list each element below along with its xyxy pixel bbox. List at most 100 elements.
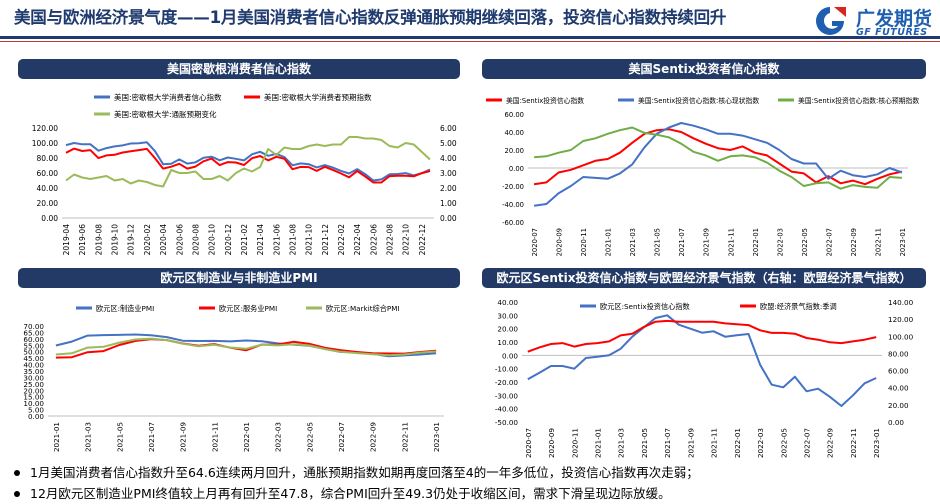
y-tick-label: 10.00 xyxy=(23,399,44,408)
x-tick-label: 2021-07 xyxy=(678,228,686,256)
legend-label: 美国:密歇根大学消费者信心指数 xyxy=(114,92,222,102)
y2-tick-label: 80.00 xyxy=(888,349,909,358)
legend-label: 美国:Sentix投资信心指数:核心预期指数 xyxy=(798,96,919,105)
x-tick-label: 2019-04 xyxy=(62,224,71,256)
x-tick-label: 2022-01 xyxy=(752,228,760,256)
logo: 广发期货 GF FUTURES xyxy=(800,2,938,40)
y-tick-label: 65.00 xyxy=(23,328,44,337)
x-tick-label: 2021-11 xyxy=(710,428,719,458)
x-tick-label: 2020-07 xyxy=(531,228,539,256)
y-tick-label: 60.00 xyxy=(505,111,524,119)
x-tick-label: 2021-07 xyxy=(147,422,156,452)
y-tick-label: 30.00 xyxy=(497,311,518,320)
legend-label: 欧盟:经济景气指数:季调 xyxy=(760,302,837,311)
series-line-0 xyxy=(527,314,877,407)
x-tick-label: 2021-01 xyxy=(593,428,602,458)
y-tick-label: -40.00 xyxy=(502,201,524,209)
y-tick-label: 70.00 xyxy=(23,322,44,331)
x-tick-label: 2021-01 xyxy=(52,422,61,452)
x-tick-label: 2021-03 xyxy=(629,228,637,256)
x-tick-label: 2021-11 xyxy=(210,422,219,452)
x-tick-label: 2023-01 xyxy=(432,422,441,452)
x-tick-label: 2023-01 xyxy=(899,228,907,256)
y-tick-label: -50.00 xyxy=(495,418,519,427)
y-tick-label: 20.00 xyxy=(23,386,44,395)
legend-label: 美国:密歇根大学:通胀预期变化 xyxy=(114,109,217,119)
legend-label: 欧元区:服务业PMI xyxy=(219,304,277,313)
x-tick-label: 2020-09 xyxy=(556,228,564,256)
x-tick-label: 2021-06 xyxy=(272,224,281,256)
y-tick-label: 40.00 xyxy=(497,298,518,307)
y2-tick-label: 5.00 xyxy=(440,139,457,148)
y-tick-label: 25.00 xyxy=(23,380,44,389)
chart-ez-pmi: 0.005.0010.0015.0020.0025.0030.0035.0040… xyxy=(23,304,444,452)
series-line-0 xyxy=(533,128,903,186)
x-tick-label: 2021-05 xyxy=(640,428,649,458)
chart-title-umich: 美国密歇根消费者信心指数 xyxy=(18,59,460,79)
x-tick-label: 2022-01 xyxy=(733,428,742,458)
note-text: 1月美国消费者信心指数升至64.6连续两月回升，通胀预期指数如期再度回落至4的一… xyxy=(30,465,699,480)
legend-label: 美国:Sentix投资信心指数:核心现状指数 xyxy=(638,96,759,105)
x-tick-label: 2022-11 xyxy=(849,428,858,458)
x-tick-label: 2022-09 xyxy=(826,428,835,458)
y-tick-label: 0.00 xyxy=(41,214,58,223)
gf-logo-icon xyxy=(816,7,846,35)
y2-tick-label: 140.00 xyxy=(888,298,914,307)
x-tick-label: 2020-10 xyxy=(208,224,217,256)
x-tick-label: 2021-07 xyxy=(663,428,672,458)
x-tick-label: 2022-02 xyxy=(337,224,346,256)
y-tick-label: 30.00 xyxy=(23,373,44,382)
series-line-1 xyxy=(65,147,431,184)
x-tick-label: 2019-12 xyxy=(127,224,136,256)
legend-label: 欧元区:制造业PMI xyxy=(96,304,154,313)
y-tick-label: 0.00 xyxy=(28,412,44,421)
x-tick-label: 2019-10 xyxy=(111,224,120,256)
y-tick-label: -20.00 xyxy=(502,183,524,191)
x-tick-label: 2022-09 xyxy=(850,228,858,256)
x-tick-label: 2022-03 xyxy=(274,422,283,452)
x-tick-label: 2020-07 xyxy=(524,428,533,458)
notes: 1月美国消费者信心指数升至64.6连续两月回升，通胀预期指数如期再度回落至4的一… xyxy=(14,462,699,504)
x-tick-label: 2023-01 xyxy=(872,428,881,458)
chart-us-sentix: -60.00 -40.00 -20.00 0.00 20.00 40.00 60.00 202… xyxy=(486,96,919,256)
y-tick-label: 120.00 xyxy=(32,124,58,133)
y2-tick-label: 120.00 xyxy=(888,315,914,324)
x-tick-label: 2022-06 xyxy=(369,224,378,256)
y2-tick-label: 0.00 xyxy=(888,418,904,427)
x-tick-label: 2022-05 xyxy=(305,422,314,452)
x-tick-label: 2022-12 xyxy=(418,224,427,256)
x-tick-label: 2022-09 xyxy=(369,422,378,452)
series-line-2 xyxy=(65,136,431,188)
y-tick-label: 40.00 xyxy=(23,361,44,370)
y-tick-label: 60.00 xyxy=(23,335,44,344)
series-line-2 xyxy=(534,126,902,190)
x-tick-label: 2019-08 xyxy=(94,224,103,256)
series-line-2 xyxy=(55,337,437,357)
y-tick-label: -10.00 xyxy=(495,365,519,374)
y-tick-label: -60.00 xyxy=(502,219,524,227)
y2-tick-label: 20.00 xyxy=(888,401,909,410)
chart-title-ez-sentix: 欧元区Sentix投资信心指数与欧盟经济景气指数（右轴：欧盟经济景气指数） xyxy=(482,268,926,288)
x-tick-label: 2021-08 xyxy=(288,224,297,256)
x-tick-label: 2020-12 xyxy=(224,224,233,256)
y2-tick-label: 0.00 xyxy=(440,214,457,223)
header-rule-red xyxy=(0,41,940,42)
x-tick-label: 2021-10 xyxy=(305,224,314,256)
x-tick-label: 2021-01 xyxy=(605,228,613,256)
y-tick-label: 35.00 xyxy=(23,367,44,376)
y-tick-label: 50.00 xyxy=(23,348,44,357)
x-tick-label: 2020-02 xyxy=(143,224,152,256)
x-tick-label: 2021-05 xyxy=(115,422,124,452)
note-item: 12月欧元区制造业PMI终值较上月再有回升至47.8，综合PMI回升至49.3仍… xyxy=(14,483,699,504)
x-tick-label: 2022-11 xyxy=(874,228,882,256)
x-tick-label: 2020-09 xyxy=(547,428,556,458)
chart-umich-sentiment: 0.00 20.00 40.00 60.00 80.00 100.00 120.00 0.00… xyxy=(32,92,457,256)
y2-tick-label: 60.00 xyxy=(888,367,909,376)
y-tick-label: 40.00 xyxy=(37,184,59,193)
page-title: 美国与欧洲经济景气度——1月美国消费者信心指数反弹通胀预期继续回落，投资信心指数… xyxy=(14,8,727,27)
x-tick-label: 2022-01 xyxy=(242,422,251,452)
x-tick-label: 2021-09 xyxy=(686,428,695,458)
x-tick-label: 2021-09 xyxy=(179,422,188,452)
y2-tick-label: 3.00 xyxy=(440,169,457,178)
x-tick-label: 2022-05 xyxy=(801,228,809,256)
